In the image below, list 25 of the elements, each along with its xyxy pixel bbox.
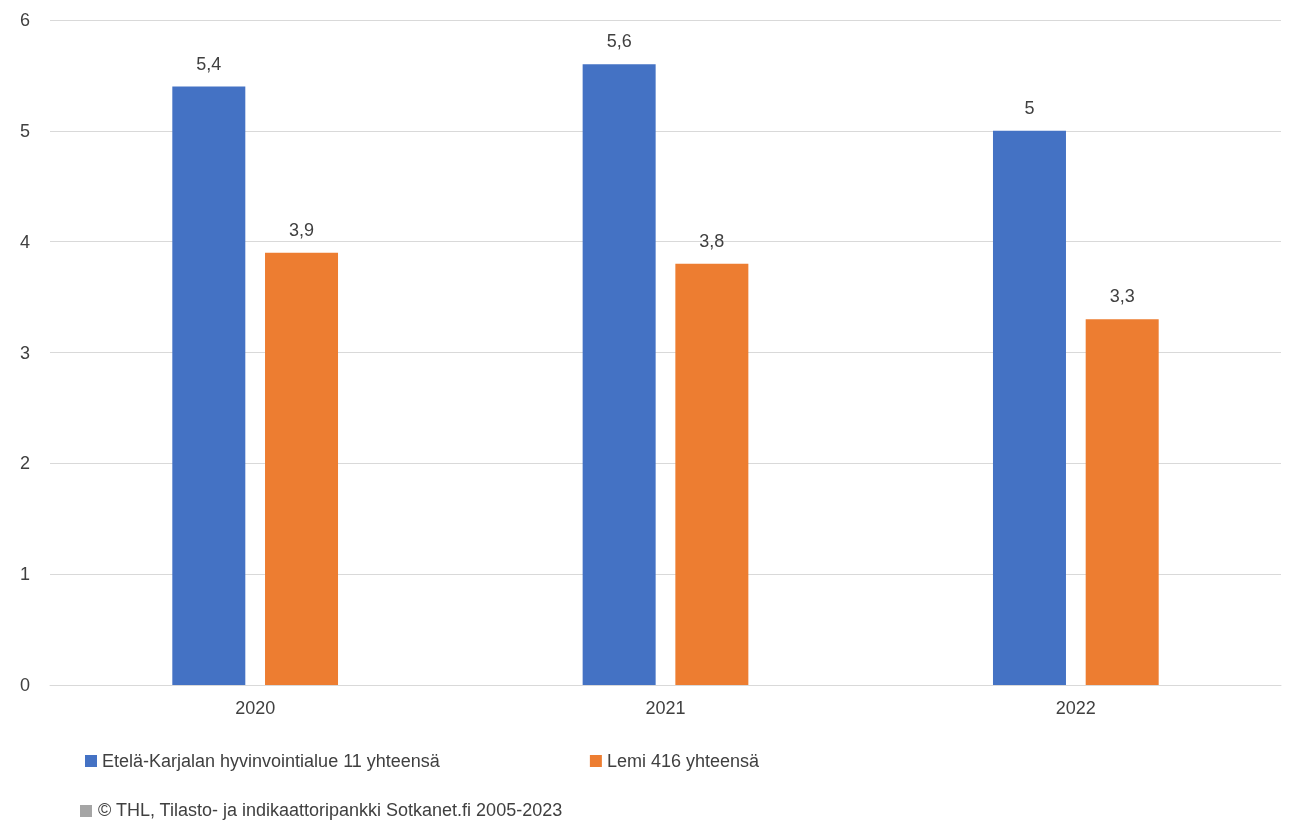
- y-tick-label: 6: [19, 10, 30, 30]
- data-label: 5,6: [606, 31, 632, 52]
- data-label: 3,9: [289, 219, 315, 240]
- bar: [172, 86, 246, 685]
- bar: [582, 64, 656, 685]
- data-label: 5,4: [196, 53, 222, 74]
- x-tick-label: 2022: [1055, 698, 1096, 718]
- data-label: 5: [1024, 97, 1035, 118]
- legend-label: Lemi 416 yhteensä: [606, 751, 760, 771]
- bar: [992, 130, 1066, 685]
- legend-label: Etelä-Karjalan hyvinvointialue 11 yhteensä: [102, 751, 441, 771]
- y-tick-label: 1: [19, 564, 30, 585]
- y-tick-label: 5: [19, 120, 30, 141]
- x-tick-label: 2020: [235, 698, 276, 718]
- bar: [265, 252, 339, 685]
- bar: [1085, 319, 1159, 685]
- y-tick-label: 3: [19, 342, 30, 363]
- y-tick-label: 0: [19, 675, 30, 695]
- y-tick-label: 2: [19, 453, 30, 474]
- x-tick-label: 2021: [645, 698, 686, 718]
- text: © THL, Tilasto- ja indikaattoripankki Sotkanet.fi 2005-2023: [98, 800, 563, 821]
- y-tick-label: 4: [19, 231, 30, 252]
- bar: [675, 263, 749, 685]
- data-label: 3,3: [1109, 286, 1135, 307]
- data-label: 3,8: [699, 230, 725, 251]
